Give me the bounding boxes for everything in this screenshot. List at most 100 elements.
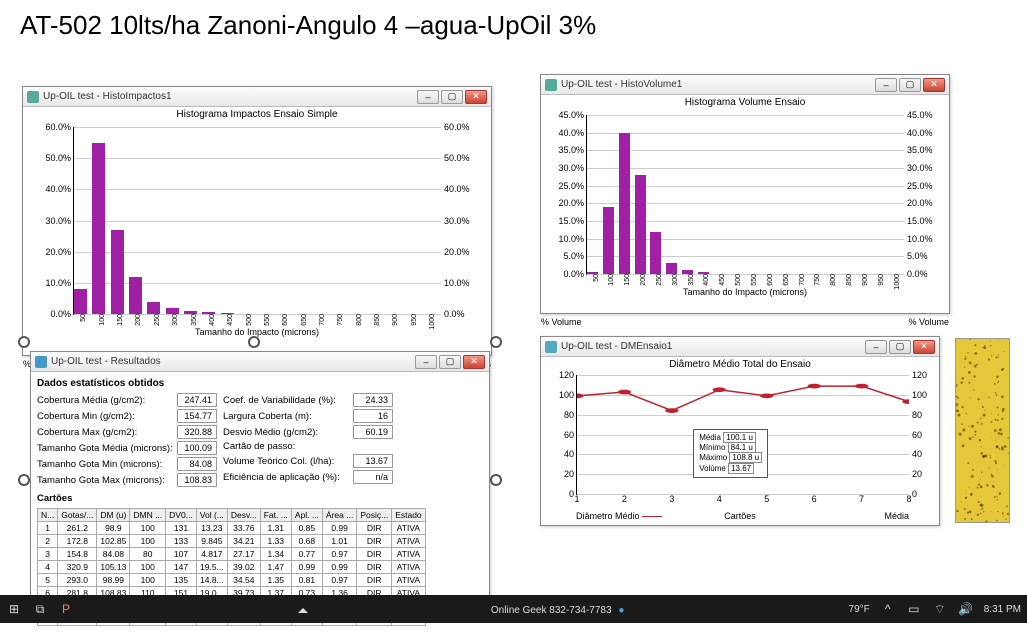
cell: 19.5...: [196, 561, 227, 574]
cell: ATIVA: [392, 574, 425, 587]
minimize-button[interactable]: –: [417, 90, 439, 104]
resize-handle[interactable]: [490, 474, 502, 486]
close-button[interactable]: ✕: [465, 90, 487, 104]
chart-title: Histograma Impactos Ensaio Simple: [23, 107, 491, 122]
wifi-icon[interactable]: ⌔: [932, 601, 948, 617]
close-button[interactable]: ✕: [463, 355, 485, 369]
cell: 131: [166, 522, 197, 535]
cell: 147: [166, 561, 197, 574]
minimize-button[interactable]: –: [415, 355, 437, 369]
stat-value: 24.33: [353, 393, 393, 407]
col-header[interactable]: Apl. ...: [291, 509, 322, 522]
cell: 33.76: [227, 522, 260, 535]
resize-handle[interactable]: [18, 336, 30, 348]
stat-label: Cartão de passo:: [223, 441, 353, 452]
cell: 3: [38, 548, 58, 561]
stat-value: 108.83: [177, 473, 217, 487]
taskbar-center-text[interactable]: Online Geek 832-734-7783: [491, 605, 612, 616]
legend: Média 100.1 uMínimo 84.1 uMáximo 108.8 u…: [693, 429, 768, 479]
cell: 1.01: [322, 535, 356, 548]
network-icon[interactable]: ▭: [906, 601, 922, 617]
titlebar[interactable]: Up-OIL test - HistoVolume1 – ▢ ✕: [541, 75, 949, 95]
cell: 100: [130, 535, 166, 548]
close-button[interactable]: ✕: [923, 78, 945, 92]
y-axis-label-right: % Volume: [908, 317, 949, 327]
maximize-button[interactable]: ▢: [889, 340, 911, 354]
bar-chart: 0.0%0.0%5.0%5.0%10.0%10.0%15.0%15.0%20.0…: [586, 115, 904, 275]
col-header[interactable]: DMN ...: [130, 509, 166, 522]
results-panel: Dados estatísticos obtidos Cobertura Méd…: [31, 372, 489, 632]
col-header[interactable]: DM (u): [97, 509, 130, 522]
tray-chevron-icon[interactable]: ^: [880, 601, 896, 617]
cell: DIR: [357, 561, 392, 574]
col-header[interactable]: Posiç...: [357, 509, 392, 522]
stat-label: Cobertura Max (g/cm2):: [37, 427, 177, 438]
titlebar[interactable]: Up-OIL test - HistoImpactos1 – ▢ ✕: [23, 87, 491, 107]
cell: 27.17: [227, 548, 260, 561]
col-header[interactable]: Gotas/...: [58, 509, 97, 522]
cell: 135: [166, 574, 197, 587]
chart-title: Histograma Volume Ensaio: [541, 95, 949, 110]
table-row[interactable]: 5293.098.9910013514.8...34.541.350.810.9…: [38, 574, 426, 587]
cell: 14.8...: [196, 574, 227, 587]
window-title: Up-OIL test - HistoVolume1: [561, 79, 875, 90]
resize-handle[interactable]: [248, 336, 260, 348]
stat-value: 16: [353, 409, 393, 423]
col-header[interactable]: DV0...: [166, 509, 197, 522]
window-dmensaio: Up-OIL test - DMEnsaio1 – ▢ ✕ Diâmetro M…: [540, 336, 940, 526]
cell: 2: [38, 535, 58, 548]
resize-handle[interactable]: [490, 336, 502, 348]
stat-label: Coef. de Variabilidade (%):: [223, 395, 353, 406]
stat-value: 60.19: [353, 425, 393, 439]
cell: 320.9: [58, 561, 97, 574]
col-header[interactable]: Vol (...: [196, 509, 227, 522]
bar: [666, 263, 677, 274]
status-dot-icon: ●: [618, 605, 624, 616]
minimize-button[interactable]: –: [875, 78, 897, 92]
bar: [650, 232, 661, 274]
col-header[interactable]: N...: [38, 509, 58, 522]
stat-label: Volume Teórico Col. (l/ha):: [223, 456, 353, 467]
minimize-button[interactable]: –: [865, 340, 887, 354]
resize-handle[interactable]: [18, 474, 30, 486]
col-header[interactable]: Fat. ...: [260, 509, 291, 522]
cell: DIR: [357, 574, 392, 587]
powerpoint-icon[interactable]: P: [58, 601, 74, 617]
stat-label: Eficiência de aplicação (%):: [223, 472, 353, 483]
col-header[interactable]: Área ...: [322, 509, 356, 522]
app-icon: [27, 91, 39, 103]
clock[interactable]: 8:31 PM: [984, 604, 1021, 615]
cell: 1.47: [260, 561, 291, 574]
col-header[interactable]: Estado: [392, 509, 425, 522]
col-header[interactable]: Desv...: [227, 509, 260, 522]
stat-value: 84.08: [177, 457, 217, 471]
cell: ATIVA: [392, 561, 425, 574]
cell: 100: [130, 561, 166, 574]
cell: 0.99: [322, 561, 356, 574]
close-button[interactable]: ✕: [913, 340, 935, 354]
cell: 0.77: [291, 548, 322, 561]
weather-temp[interactable]: 79°F: [849, 604, 870, 615]
stat-value: n/a: [353, 470, 393, 484]
up-arrow-icon[interactable]: [298, 603, 308, 613]
titlebar[interactable]: Up-OIL test - DMEnsaio1 – ▢ ✕: [541, 337, 939, 357]
table-row[interactable]: 4320.9105.1310014719.5...39.021.470.990.…: [38, 561, 426, 574]
task-view-icon[interactable]: ⧉: [32, 601, 48, 617]
bar-chart: 0.0%0.0%10.0%10.0%20.0%20.0%30.0%30.0%40…: [73, 127, 441, 315]
x-axis-label-left: Diâmetro Médio: [576, 511, 662, 521]
cell: 13.23: [196, 522, 227, 535]
maximize-button[interactable]: ▢: [899, 78, 921, 92]
maximize-button[interactable]: ▢: [441, 90, 463, 104]
table-row[interactable]: 1261.298.910013113.2333.761.310.850.99DI…: [38, 522, 426, 535]
table-row[interactable]: 2172.8102.851001339.84534.211.330.681.01…: [38, 535, 426, 548]
line-chart: 00202040406060808010010012012012345678Mé…: [576, 375, 909, 495]
titlebar[interactable]: Up-OIL test - Resultados – ▢ ✕: [31, 352, 489, 372]
cell: DIR: [357, 548, 392, 561]
sample-swatch: [955, 338, 1010, 523]
maximize-button[interactable]: ▢: [439, 355, 461, 369]
volume-icon[interactable]: 🔊: [958, 601, 974, 617]
start-icon[interactable]: ⊞: [6, 601, 22, 617]
bar: [635, 175, 646, 274]
table-row[interactable]: 3154.884.08801074.81727.171.340.770.97DI…: [38, 548, 426, 561]
app-icon: [545, 79, 557, 91]
